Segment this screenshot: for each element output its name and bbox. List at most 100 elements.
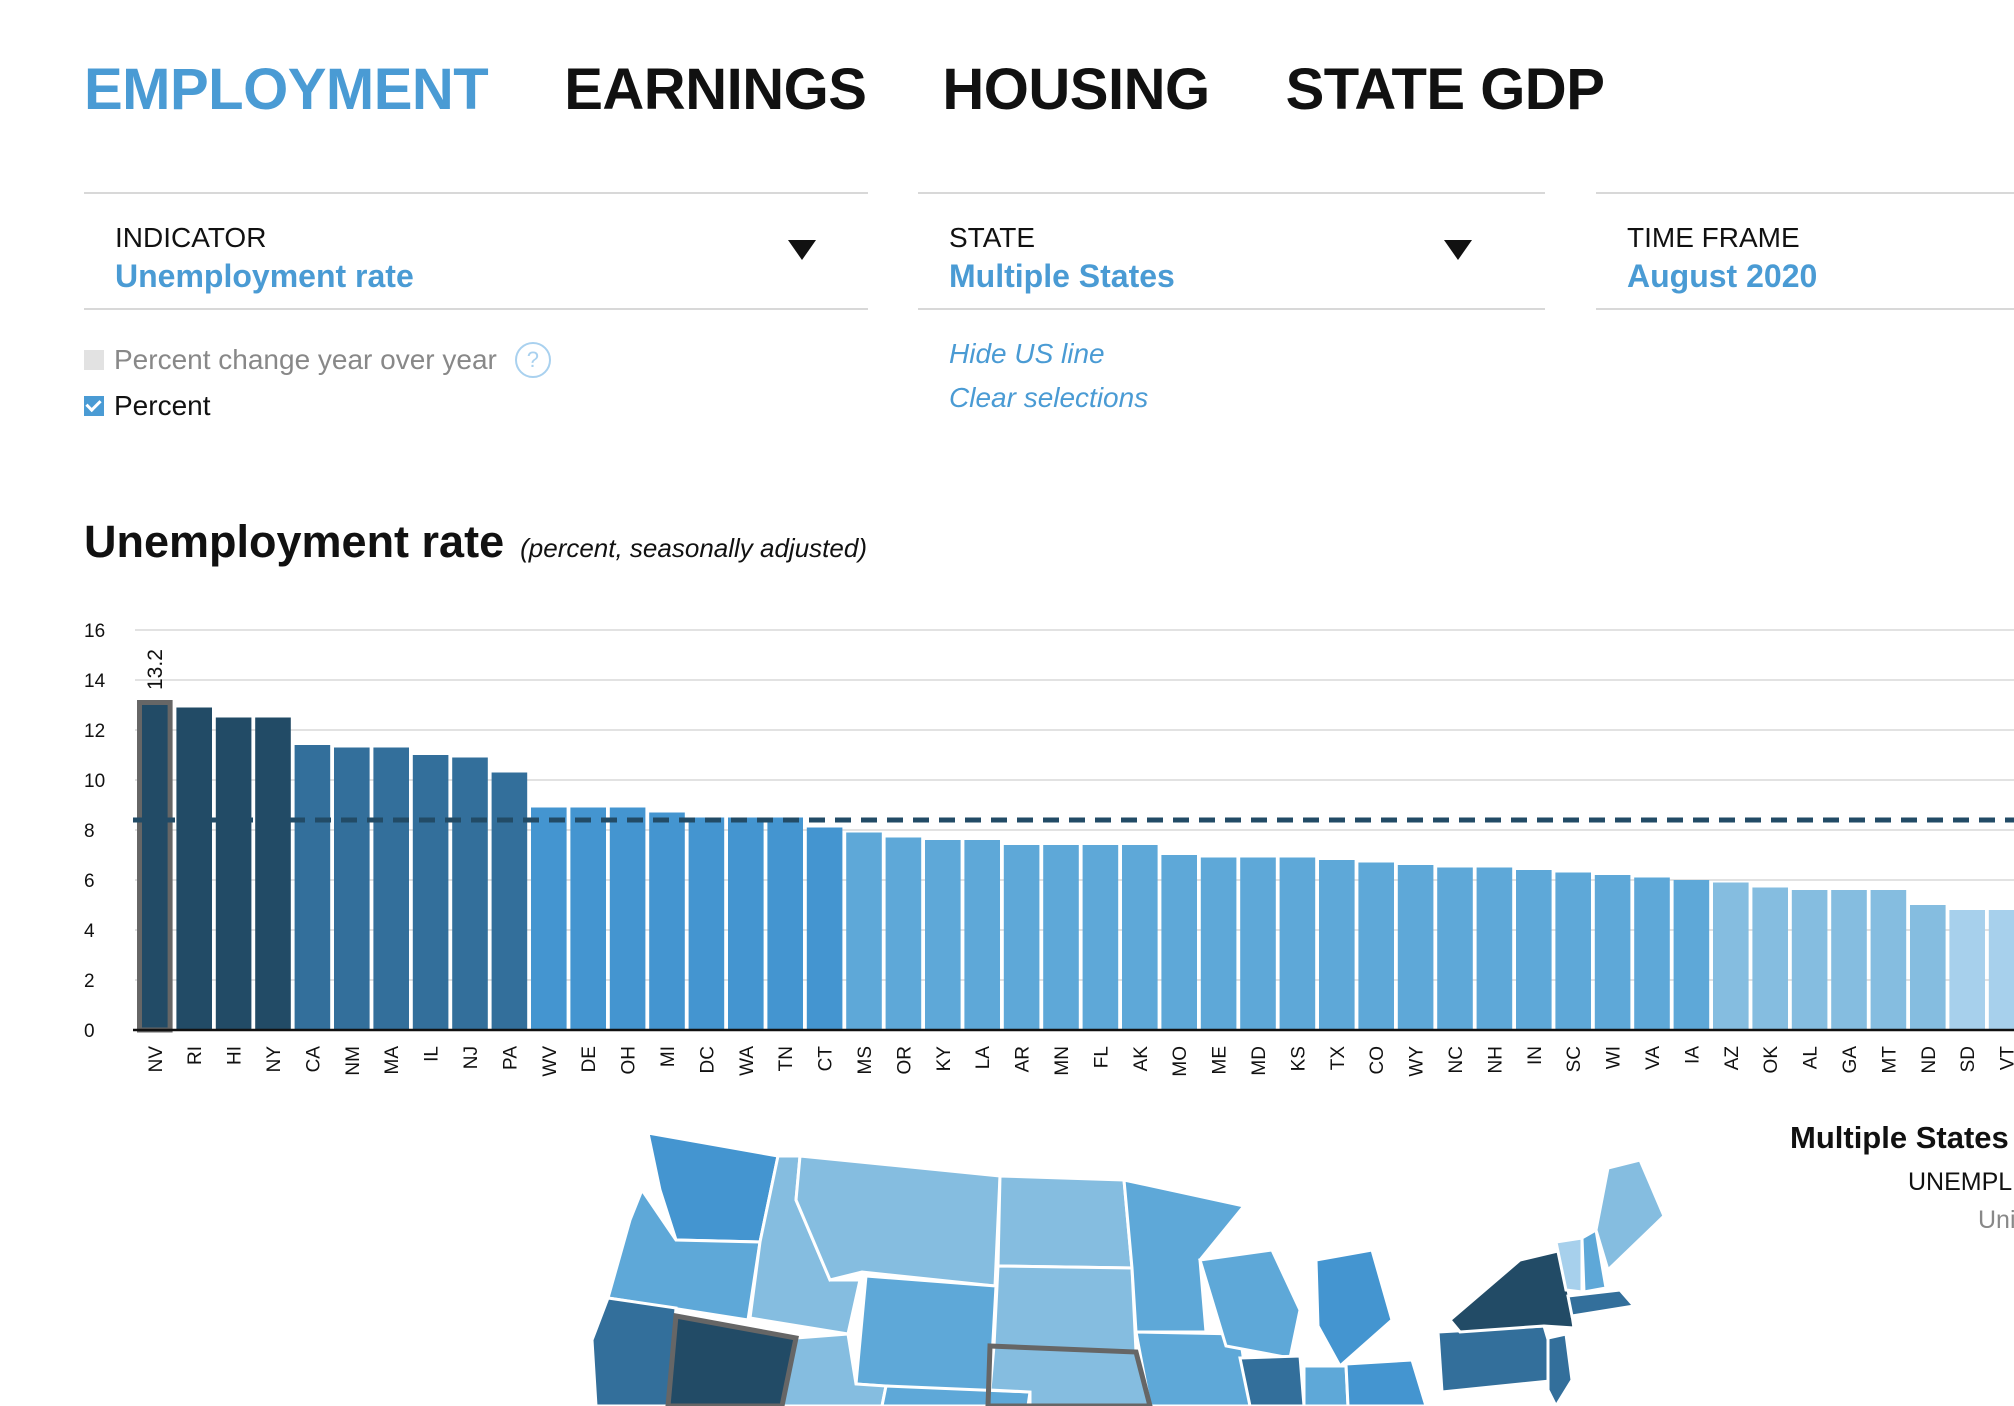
indicator-dropdown[interactable]: INDICATOR Unemployment rate (84, 192, 868, 310)
x-tick-label: AZ (1722, 1046, 1743, 1071)
x-tick-label: AL (1801, 1046, 1822, 1069)
x-tick-label: ME (1210, 1046, 1231, 1075)
map-state-il[interactable] (1238, 1354, 1306, 1406)
hide-us-line-link[interactable]: Hide US line (949, 338, 1105, 369)
state-dropdown[interactable]: STATE Multiple States (918, 192, 1545, 310)
bar (1516, 870, 1552, 1030)
bar (1122, 845, 1158, 1030)
x-tick-label: VT (1998, 1046, 2014, 1071)
bar (649, 812, 685, 1030)
y-tick-label: 0 (84, 1021, 95, 1042)
bar (728, 817, 764, 1030)
timeframe-value: August 2020 (1627, 258, 1818, 294)
x-tick-label: MD (1249, 1046, 1270, 1076)
x-tick-label: CA (303, 1046, 324, 1073)
x-tick-label: LA (973, 1046, 994, 1070)
bar (1831, 890, 1867, 1030)
timeframe-dropdown[interactable]: TIME FRAME August 2020 (1596, 192, 2014, 310)
bar (609, 807, 646, 1030)
bar (1673, 880, 1710, 1030)
bar (1594, 875, 1631, 1030)
x-tick-label: WV (540, 1046, 561, 1077)
map-state-in[interactable] (1302, 1364, 1350, 1406)
chevron-down-icon[interactable] (788, 240, 816, 260)
map-state-sd[interactable] (992, 1264, 1138, 1354)
x-tick-label: CT (816, 1046, 837, 1072)
help-icon[interactable]: ? (514, 342, 551, 378)
map-state-nj[interactable] (1546, 1332, 1574, 1406)
map-state-wi[interactable] (1198, 1248, 1302, 1360)
x-tick-label: MA (382, 1046, 403, 1075)
clear-selections-link[interactable]: Clear selections (949, 382, 1149, 413)
x-tick-label: HI (225, 1046, 246, 1065)
map-state-me[interactable] (1594, 1158, 1666, 1273)
bar (531, 807, 567, 1030)
bar (491, 772, 528, 1030)
tab-state-gdp[interactable]: STATE GDP (1285, 57, 1605, 122)
map-state-nv[interactable] (666, 1314, 798, 1406)
map-state-vt[interactable] (1554, 1236, 1584, 1294)
bar (1319, 860, 1355, 1030)
percent-option[interactable]: Percent (84, 390, 211, 422)
bar (885, 837, 922, 1030)
bar (176, 707, 212, 1030)
bar (255, 717, 291, 1030)
x-tick-label: GA (1840, 1046, 1861, 1074)
bar (1161, 855, 1197, 1030)
y-tick-label: 8 (84, 821, 95, 842)
chart-title: Unemployment rate (84, 516, 505, 567)
map-state-oh[interactable] (1344, 1358, 1428, 1406)
y-tick-label: 10 (84, 771, 105, 792)
x-tick-label: DC (697, 1046, 718, 1073)
bar (1397, 865, 1434, 1030)
map-state-pa[interactable] (1436, 1324, 1562, 1394)
map-state-ny[interactable] (1447, 1248, 1576, 1334)
percent-checkbox[interactable] (84, 396, 104, 416)
y-tick-label: 2 (84, 971, 95, 992)
bar (1003, 845, 1040, 1030)
map-state-mi[interactable] (1314, 1248, 1394, 1369)
bar (964, 840, 1000, 1030)
map-state-wy[interactable] (854, 1274, 998, 1396)
bar (1713, 882, 1749, 1030)
map-state-mt[interactable] (794, 1154, 1002, 1288)
bar (688, 817, 725, 1030)
map-state-ma[interactable] (1566, 1288, 1637, 1318)
x-tick-label: SC (1564, 1046, 1585, 1072)
map-state-nd[interactable] (996, 1174, 1134, 1270)
pct-change-option[interactable]: Percent change year over year ? (84, 342, 551, 378)
x-tick-label: OR (894, 1046, 915, 1075)
map-state-or[interactable] (606, 1186, 762, 1322)
x-tick-label: MN (1052, 1046, 1073, 1076)
bar (412, 755, 449, 1030)
x-tick-label: KS (1288, 1046, 1309, 1071)
x-tick-label: DE (579, 1046, 600, 1072)
bar (1910, 905, 1946, 1030)
bar (334, 747, 370, 1030)
chevron-down-icon[interactable] (1444, 240, 1472, 260)
tab-housing[interactable]: HOUSING (942, 57, 1210, 122)
map-state-ca[interactable] (590, 1296, 678, 1406)
bar (1791, 890, 1828, 1030)
bar (1988, 910, 2014, 1030)
bar (1240, 857, 1276, 1030)
x-tick-label: NY (264, 1046, 285, 1073)
x-tick-label: PA (500, 1046, 521, 1070)
side-panel-title: Multiple States (1790, 1120, 2009, 1155)
pct-change-checkbox[interactable] (84, 350, 104, 370)
x-tick-label: OK (1761, 1046, 1782, 1074)
bar (137, 700, 173, 1033)
indicator-value: Unemployment rate (115, 258, 414, 294)
x-tick-label: CO (1367, 1046, 1388, 1075)
side-panel-unit: Uni (1978, 1206, 2014, 1234)
x-tick-label: WA (737, 1046, 758, 1076)
map-state-nh[interactable] (1580, 1227, 1608, 1294)
bar (1634, 877, 1670, 1030)
indicator-label: INDICATOR (115, 222, 267, 253)
x-tick-label: OH (619, 1046, 640, 1075)
x-tick-label: VA (1643, 1046, 1664, 1070)
bar (846, 832, 882, 1030)
tab-employment[interactable]: EMPLOYMENT (84, 57, 489, 122)
tab-earnings[interactable]: EARNINGS (564, 57, 867, 122)
x-tick-label: IN (1525, 1046, 1546, 1065)
